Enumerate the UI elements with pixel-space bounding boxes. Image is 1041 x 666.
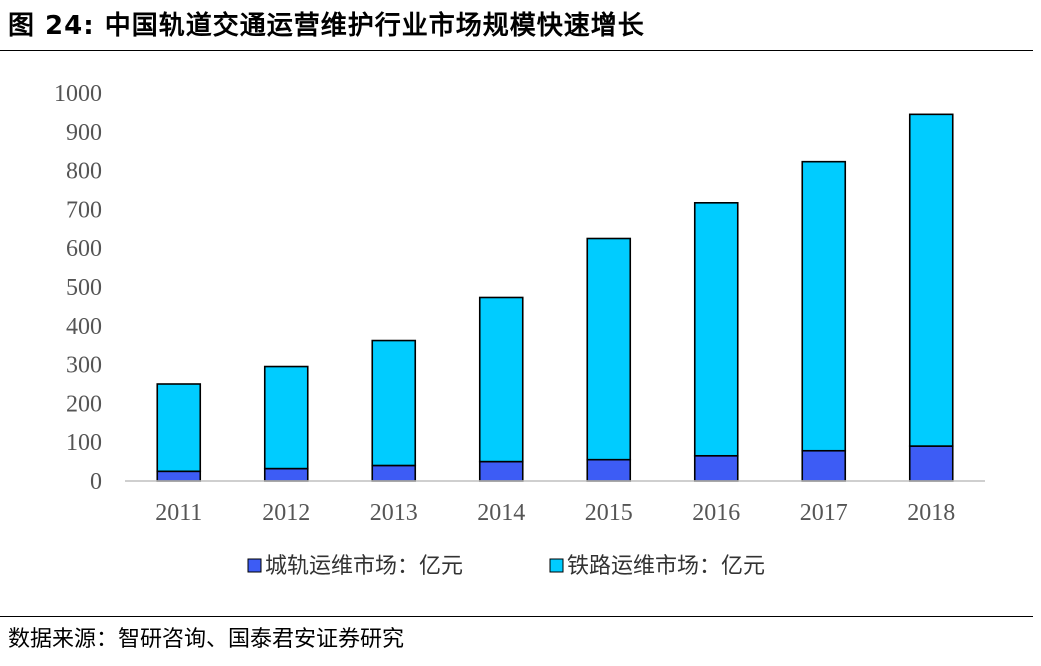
y-tick-label: 500 (66, 275, 102, 301)
x-tick-label: 2013 (370, 500, 418, 526)
y-tick-label: 800 (66, 159, 102, 185)
y-tick-label: 700 (66, 197, 102, 223)
figure-label: 图 24: (8, 11, 95, 41)
x-tick-label: 2011 (155, 500, 202, 526)
bar-urban-rail-2017 (801, 449, 847, 482)
bar-railway-2013 (371, 339, 417, 467)
bar-railway-2011 (156, 383, 202, 473)
y-tick-label: 200 (66, 391, 102, 417)
x-tick-label: 2014 (477, 500, 525, 526)
bar-railway-2015 (586, 237, 632, 461)
bar-railway-2017 (801, 160, 847, 452)
legend-swatch (549, 558, 564, 573)
bar-urban-rail-2011 (156, 470, 202, 482)
figure-title: 图 24: 中国轨道交通运营维护行业市场规模快速增长 (8, 6, 645, 46)
bar-urban-rail-2014 (478, 460, 524, 482)
bar-railway-2012 (263, 365, 309, 470)
y-tick-label: 400 (66, 314, 102, 340)
x-tick-label: 2012 (262, 500, 310, 526)
figure-title-text: 中国轨道交通运营维护行业市场规模快速增长 (104, 11, 645, 41)
bar-railway-2016 (693, 202, 739, 457)
bar-urban-rail-2015 (586, 458, 632, 482)
top-rule (0, 50, 1033, 51)
y-tick-label: 0 (90, 469, 102, 495)
y-tick-label: 300 (66, 353, 102, 379)
x-tick-label: 2015 (585, 500, 633, 526)
y-tick-label: 1000 (54, 81, 102, 107)
legend-label: 铁路运维市场：亿元 (567, 554, 765, 579)
legend-swatch (247, 558, 262, 573)
x-tick-label: 2018 (907, 500, 955, 526)
y-axis-ticks: 0 100 200 300 400 500 600 700 800 900 1000 (54, 81, 102, 495)
x-tick-label: 2017 (800, 500, 848, 526)
bar-railway-2018 (908, 113, 954, 447)
x-axis-ticks: 2011 2012 2013 2014 2015 2016 2017 2018 (155, 500, 955, 526)
bottom-rule (0, 616, 1033, 617)
y-tick-label: 600 (66, 236, 102, 262)
legend-label: 城轨运维市场：亿元 (265, 554, 463, 579)
bar-urban-rail-2018 (908, 445, 954, 482)
source-note: 数据来源：智研咨询、国泰君安证券研究 (8, 627, 405, 652)
x-tick-label: 2016 (692, 500, 740, 526)
bar-urban-rail-2013 (371, 464, 417, 482)
bar-urban-rail-2016 (693, 454, 739, 482)
bar-urban-rail-2012 (263, 467, 309, 482)
y-tick-label: 900 (66, 120, 102, 146)
bar-series (156, 113, 954, 482)
legend: 城轨运维市场：亿元 铁路运维市场：亿元 (247, 554, 765, 579)
bar-railway-2014 (478, 296, 524, 463)
y-tick-label: 100 (66, 430, 102, 456)
